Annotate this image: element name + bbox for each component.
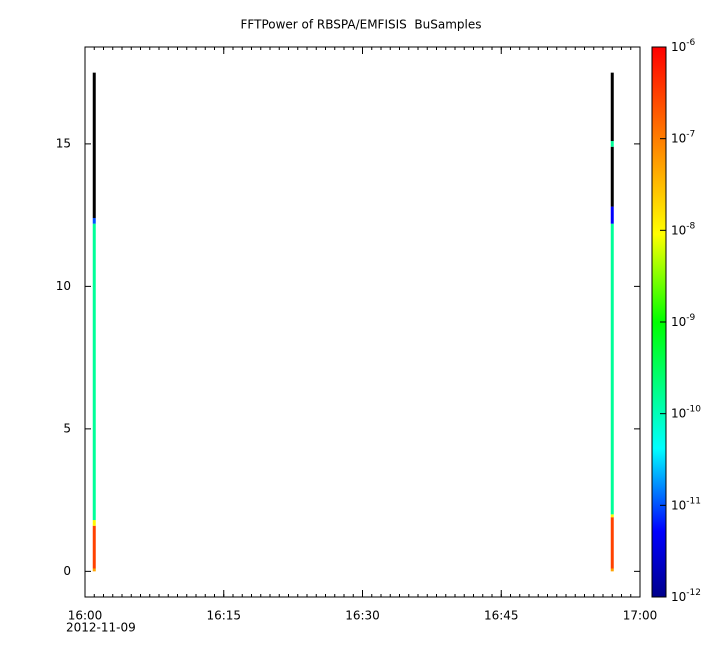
colorbar-tick-label: 10-10 — [671, 404, 701, 420]
colorbar-tick-exponent: -10 — [686, 404, 701, 414]
y-tick-label: 10 — [56, 279, 71, 293]
spectrogram-cell — [610, 141, 614, 147]
colorbar-tick-base: 10 — [671, 40, 686, 54]
colorbar-tick-label: 10-7 — [671, 129, 695, 145]
spectrogram-cell — [92, 520, 96, 526]
x-tick-label: 16:15 — [206, 609, 241, 623]
colorbar-tick-exponent: -9 — [686, 313, 695, 323]
spectrogram-cell — [92, 568, 96, 572]
spectrogram-cell — [92, 223, 96, 521]
spectrogram-cell — [610, 223, 614, 515]
spectrogram-cell — [92, 72, 96, 218]
x-tick-label: 17:00 — [623, 609, 658, 623]
colorbar-tick-exponent: -11 — [686, 496, 701, 506]
colorbar-tick-exponent: -6 — [686, 38, 695, 48]
x-tick-label: 16:00 — [68, 609, 103, 623]
colorbar-tick-base: 10 — [671, 406, 686, 420]
colorbar-tick-exponent: -8 — [686, 221, 695, 231]
spectrogram-cell — [610, 568, 614, 572]
colorbar-tick-label: 10-11 — [671, 496, 701, 512]
colorbar-tick-exponent: -7 — [686, 129, 695, 139]
x-tick-label: 16:30 — [345, 609, 380, 623]
spectrogram-cell — [610, 206, 614, 224]
colorbar-tick-label: 10-12 — [671, 588, 701, 604]
x-date-label: 2012-11-09 — [66, 621, 136, 635]
x-tick-label: 16:45 — [484, 609, 519, 623]
spectrogram-cell — [610, 514, 614, 518]
colorbar-tick-label: 10-6 — [671, 38, 696, 54]
colorbar-tick-base: 10 — [671, 590, 686, 604]
spectrogram-cell — [92, 525, 96, 569]
spectrogram-cell — [610, 517, 614, 569]
colorbar-tick-base: 10 — [671, 131, 686, 145]
colorbar-tick-base: 10 — [671, 315, 686, 329]
spectrogram-cell — [92, 217, 96, 224]
plot-frame — [84, 46, 641, 598]
colorbar-tick-base: 10 — [671, 223, 686, 237]
y-tick-label: 0 — [63, 564, 71, 578]
spectrogram-cell — [610, 146, 614, 207]
colorbar-tick-label: 10-9 — [671, 313, 696, 329]
colorbar-tick-label: 10-8 — [671, 221, 696, 237]
colorbar-tick-exponent: -12 — [686, 588, 701, 598]
colorbar-tick-base: 10 — [671, 498, 686, 512]
chart-title: FFTPower of RBSPA/EMFISIS BuSamples — [241, 18, 482, 32]
spectrogram-cell — [610, 72, 614, 142]
y-tick-label: 15 — [56, 136, 71, 150]
y-tick-label: 5 — [63, 421, 71, 435]
